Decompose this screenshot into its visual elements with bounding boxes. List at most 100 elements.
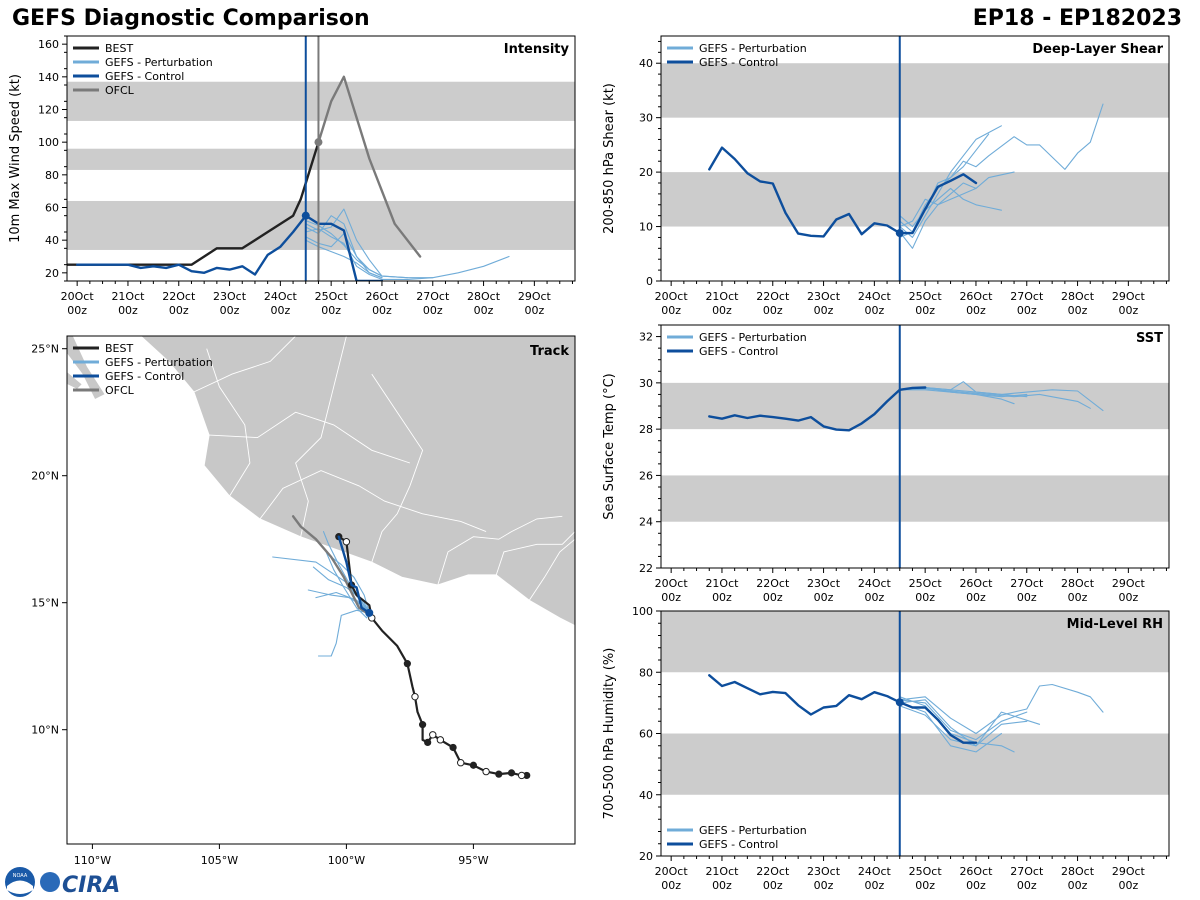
shear-title: Deep-Layer Shear xyxy=(1032,42,1163,57)
x-tick-label: 29Oct xyxy=(1112,865,1146,878)
x-tick-label: 00z xyxy=(67,304,87,317)
state-border xyxy=(495,531,575,575)
y-tick-label: 20 xyxy=(45,267,59,280)
intensity-control-point xyxy=(301,211,310,220)
track-perturbation-line xyxy=(325,551,370,619)
rh-band-0 xyxy=(661,733,1169,795)
x-tick-label: 23Oct xyxy=(807,577,841,590)
x-tick-label: 21Oct xyxy=(111,290,145,303)
lon-tick-label: 110°W xyxy=(74,854,111,867)
intensity-title: Intensity xyxy=(504,42,570,57)
best-track-point xyxy=(469,761,477,769)
rh-plot-area xyxy=(661,611,1169,856)
lon-tick-label: 105°W xyxy=(201,854,238,867)
baja-tip-land xyxy=(67,371,83,390)
best-track-point-open xyxy=(411,692,419,701)
y-tick-label: 20 xyxy=(639,850,653,863)
state-border xyxy=(371,373,424,563)
x-tick-label: 00z xyxy=(966,304,986,317)
y-tick-label: 140 xyxy=(38,71,59,84)
x-tick-label: 24Oct xyxy=(264,290,298,303)
legend-label-control: GEFS - Control xyxy=(699,838,778,851)
x-tick-label: 00z xyxy=(1118,591,1138,604)
intensity-band-0 xyxy=(67,200,575,250)
track-control-line xyxy=(337,535,371,615)
state-border xyxy=(206,348,251,497)
x-tick-label: 24Oct xyxy=(858,290,892,303)
shear-frame xyxy=(660,35,1170,282)
legend-label-control: GEFS - Control xyxy=(105,370,184,383)
x-tick-label: 00z xyxy=(1068,304,1088,317)
lat-tick-label: 10°N xyxy=(31,724,59,737)
track-control-point xyxy=(365,608,374,617)
best-track-point xyxy=(419,721,427,729)
noaa-wave-icon xyxy=(7,880,33,894)
intensity-perturbation-line xyxy=(305,228,434,280)
baja-california-land xyxy=(67,336,106,401)
x-tick-label: 00z xyxy=(814,304,834,317)
rh-perturbation-line xyxy=(899,699,1028,747)
x-tick-label: 00z xyxy=(524,304,544,317)
x-tick-label: 00z xyxy=(763,879,783,892)
lon-tick-label: 100°W xyxy=(328,854,365,867)
x-tick-label: 00z xyxy=(966,879,986,892)
x-tick-label: 20Oct xyxy=(655,290,689,303)
state-border xyxy=(437,515,563,586)
track-perturbation-line xyxy=(317,609,370,657)
y-tick-label: 28 xyxy=(639,423,653,436)
rh-perturbation-line xyxy=(899,699,1028,741)
best-track-point xyxy=(523,771,531,780)
x-tick-label: 00z xyxy=(1017,591,1037,604)
x-tick-label: 25Oct xyxy=(909,577,943,590)
x-tick-label: 28Oct xyxy=(1061,577,1095,590)
shear-control-point xyxy=(895,229,904,238)
x-tick-label: 21Oct xyxy=(705,290,739,303)
track-frame xyxy=(66,335,576,845)
y-tick-label: 100 xyxy=(632,605,653,618)
shear-plot-area xyxy=(661,36,1169,281)
rh-title: Mid-Level RH xyxy=(1067,617,1163,632)
best-track-point-open xyxy=(436,736,445,744)
legend-label-ofcl: OFCL xyxy=(105,84,135,97)
y-tick-label: 80 xyxy=(639,666,653,679)
y-axis-label: 10m Max Wind Speed (kt) xyxy=(8,74,23,243)
x-tick-label: 26Oct xyxy=(365,290,399,303)
y-tick-label: 80 xyxy=(45,169,59,182)
x-tick-label: 00z xyxy=(1118,879,1138,892)
shear-perturbation-line xyxy=(899,187,977,228)
x-tick-label: 20Oct xyxy=(655,577,689,590)
x-tick-label: 25Oct xyxy=(315,290,349,303)
page-title: GEFS Diagnostic Comparison xyxy=(12,6,370,31)
x-tick-label: 22Oct xyxy=(756,865,790,878)
x-tick-label: 00z xyxy=(712,879,732,892)
x-tick-label: 25Oct xyxy=(909,290,943,303)
intensity-band-1 xyxy=(67,148,575,170)
sst-title: SST xyxy=(1136,331,1163,346)
y-tick-label: 10 xyxy=(639,221,653,234)
x-tick-label: 00z xyxy=(712,304,732,317)
y-tick-label: 20 xyxy=(639,166,653,179)
track-perturbation-line xyxy=(312,566,370,614)
shear-band-1 xyxy=(661,63,1169,118)
state-border xyxy=(259,470,487,533)
y-tick-label: 100 xyxy=(38,136,59,149)
shear-band-0 xyxy=(661,172,1169,227)
shear-panel: 01020304020Oct00z21Oct00z22Oct00z23Oct00… xyxy=(602,35,1170,317)
shear-control-line xyxy=(708,146,978,238)
best-track-point-open xyxy=(342,538,351,546)
x-tick-label: 00z xyxy=(1068,879,1088,892)
x-tick-label: 00z xyxy=(966,591,986,604)
lon-tick-label: 95°W xyxy=(458,854,488,867)
y-tick-label: 40 xyxy=(639,57,653,70)
legend-label-perturbation: GEFS - Perturbation xyxy=(699,42,807,55)
sst-perturbation-line xyxy=(899,388,1091,409)
x-tick-label: 25Oct xyxy=(909,865,943,878)
legend-label-best: BEST xyxy=(105,342,133,355)
x-tick-label: 29Oct xyxy=(1112,577,1146,590)
sst-panel: 22242628303220Oct00z21Oct00z22Oct00z23Oc… xyxy=(602,324,1170,604)
best-track-point xyxy=(403,660,411,668)
y-tick-label: 120 xyxy=(38,104,59,117)
x-tick-label: 00z xyxy=(661,879,681,892)
y-tick-label: 26 xyxy=(639,469,653,482)
y-tick-label: 30 xyxy=(639,377,653,390)
